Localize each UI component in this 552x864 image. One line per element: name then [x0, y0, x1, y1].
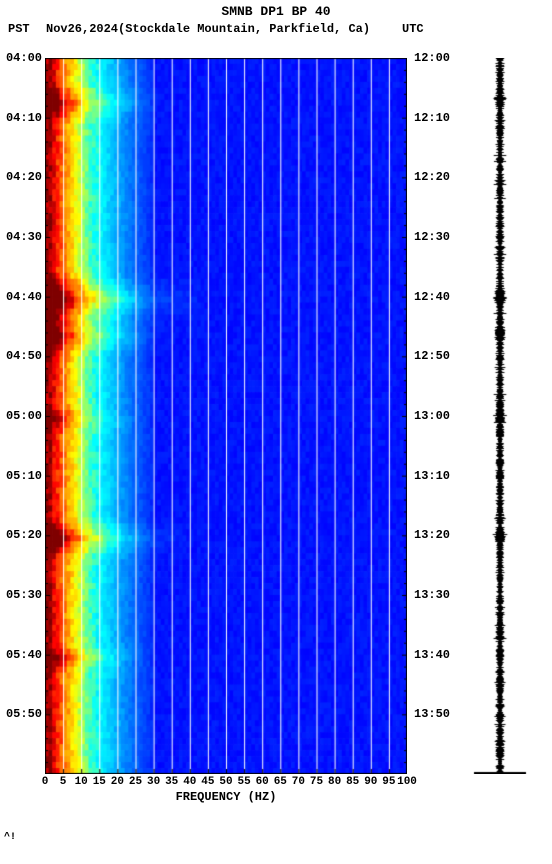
y-tick-right: 12:00: [414, 51, 450, 65]
y-tick-right: 12:30: [414, 230, 450, 244]
x-tick: 55: [237, 776, 250, 788]
chart-title: SMNB DP1 BP 40: [0, 4, 552, 19]
x-tick: 95: [382, 776, 395, 788]
y-tick-left: 05:10: [0, 469, 42, 483]
y-tick-right: 12:20: [414, 170, 450, 184]
x-tick: 80: [328, 776, 341, 788]
y-tick-left: 05:30: [0, 588, 42, 602]
x-tick: 35: [165, 776, 178, 788]
tz-right-label: UTC: [402, 22, 424, 36]
y-tick-left: 05:00: [0, 409, 42, 423]
x-tick: 25: [129, 776, 142, 788]
x-tick: 0: [42, 776, 49, 788]
y-tick-left: 05:50: [0, 707, 42, 721]
tz-left-label: PST: [8, 22, 30, 36]
x-tick: 100: [397, 776, 417, 788]
x-tick: 45: [201, 776, 214, 788]
date-label: Nov26,2024(Stockdale Mountain, Parkfield…: [46, 22, 370, 36]
y-tick-left: 05:20: [0, 528, 42, 542]
x-tick: 20: [111, 776, 124, 788]
x-tick: 5: [60, 776, 67, 788]
y-tick-left: 04:20: [0, 170, 42, 184]
x-tick: 90: [364, 776, 377, 788]
y-tick-left: 04:00: [0, 51, 42, 65]
y-tick-left: 04:10: [0, 111, 42, 125]
x-tick: 75: [310, 776, 323, 788]
y-tick-right: 12:50: [414, 349, 450, 363]
spectrogram-plot: [45, 58, 407, 774]
y-tick-right: 12:10: [414, 111, 450, 125]
x-tick: 70: [292, 776, 305, 788]
x-tick: 50: [219, 776, 232, 788]
y-tick-right: 13:50: [414, 707, 450, 721]
y-tick-right: 13:40: [414, 648, 450, 662]
y-tick-left: 05:40: [0, 648, 42, 662]
x-tick: 15: [93, 776, 106, 788]
x-tick: 30: [147, 776, 160, 788]
x-tick: 40: [183, 776, 196, 788]
footer-mark: ^!: [4, 832, 16, 843]
x-axis-title: FREQUENCY (HZ): [45, 790, 407, 804]
x-tick: 65: [274, 776, 287, 788]
waveform-plot: [470, 58, 530, 774]
y-tick-left: 04:30: [0, 230, 42, 244]
y-tick-right: 13:20: [414, 528, 450, 542]
x-tick: 60: [256, 776, 269, 788]
y-tick-left: 04:50: [0, 349, 42, 363]
y-tick-right: 12:40: [414, 290, 450, 304]
y-tick-right: 13:30: [414, 588, 450, 602]
y-tick-left: 04:40: [0, 290, 42, 304]
y-tick-right: 13:10: [414, 469, 450, 483]
y-tick-right: 13:00: [414, 409, 450, 423]
x-tick: 85: [346, 776, 359, 788]
x-tick: 10: [75, 776, 88, 788]
